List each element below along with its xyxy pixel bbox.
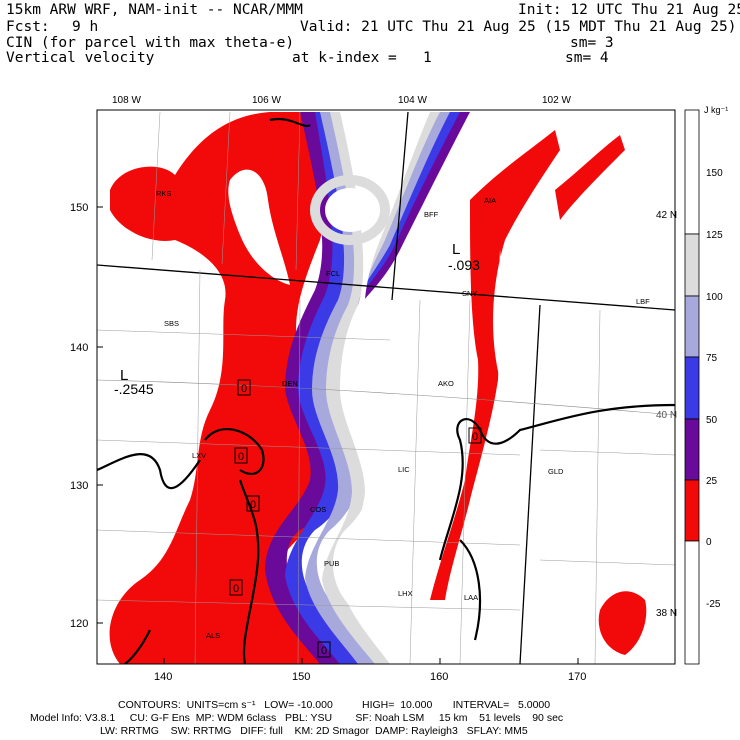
cin-white-blob — [325, 188, 375, 232]
low-value-east: -.093 — [448, 257, 480, 273]
zero-label-6: 0 — [241, 383, 247, 395]
model-title: 15km ARW WRF, NAM-init -- NCAR/MMM — [6, 2, 303, 18]
x-tick-150: 150 — [292, 671, 310, 683]
zero-contour-labels: 0 0 0 0 0 0 — [229, 379, 482, 658]
station-aia: AIA — [484, 196, 496, 205]
station-lhx: LHX — [398, 589, 413, 598]
cin-shading — [109, 112, 647, 664]
station-labels: RKS BFF AIA SNY LBF SBS AKO LXV LIC GLD … — [156, 189, 650, 640]
field-w-level: at k-index = 1 — [292, 50, 432, 66]
zero-label-2: 0 — [250, 499, 256, 511]
y-tick-150: 150 — [70, 202, 88, 214]
colorbar-label-25: 25 — [706, 476, 718, 487]
valid-time: Valid: 21 UTC Thu 21 Aug 25 (15 MDT Thu … — [300, 19, 737, 35]
zero-label-1: 0 — [238, 451, 244, 463]
colorbar-label-neg25: -25 — [706, 599, 721, 610]
zero-label-3: 0 — [233, 583, 239, 595]
colorbar-swatch-above-125 — [684, 109, 700, 235]
zero-label-5: 0 — [321, 645, 327, 657]
county-lines — [97, 111, 675, 664]
lat-label-40n: 40 N — [656, 410, 677, 421]
station-laa: LAA — [464, 593, 478, 602]
station-sny: SNY — [462, 289, 477, 298]
station-fcl: FCL — [326, 269, 340, 278]
forecast-hour: 9 h — [72, 19, 99, 35]
lon-label-106w: 106 W — [252, 95, 281, 106]
colorbar-units: J kg⁻¹ — [704, 105, 728, 115]
y-tick-120: 120 — [70, 618, 88, 630]
colorbar-label-0: 0 — [706, 537, 712, 548]
low-value-west: -.2545 — [114, 381, 154, 397]
field-cin-smoothing: sm= 3 — [570, 35, 614, 51]
station-sbs: SBS — [164, 319, 179, 328]
forecast-label: Fcst: — [6, 19, 50, 35]
cin-red-east — [430, 130, 560, 600]
footer-model-info: Model Info: V3.8.1 CU: G-F Ens MP: WDM 6… — [30, 712, 564, 724]
station-gld: GLD — [548, 467, 564, 476]
colorbar-labels: 150 125 100 75 50 25 0 -25 — [706, 168, 723, 610]
station-lic: LIC — [398, 465, 410, 474]
colorbar — [684, 109, 700, 665]
y-tick-140: 140 — [70, 342, 88, 354]
x-tick-170: 170 — [568, 671, 586, 683]
colorbar-label-50: 50 — [706, 415, 718, 426]
footer-model-info-2: LW: RRTMG SW: RRTMG DIFF: full KM: 2D Sm… — [100, 725, 528, 737]
colorbar-label-150: 150 — [706, 168, 723, 179]
y-tick-130: 130 — [70, 480, 88, 492]
lon-label-108w: 108 W — [112, 95, 141, 106]
x-tick-140: 140 — [154, 671, 172, 683]
station-lbf: LBF — [636, 297, 650, 306]
station-den: DEN — [282, 379, 298, 388]
field-w-smoothing: sm= 4 — [565, 50, 609, 66]
colorbar-swatch-50-75 — [684, 356, 700, 420]
station-pub: PUB — [324, 559, 339, 568]
station-bff: BFF — [424, 210, 439, 219]
low-symbol-east: L — [452, 241, 460, 258]
colorbar-label-125: 125 — [706, 230, 723, 241]
colorbar-label-100: 100 — [706, 292, 723, 303]
field-cin-title: CIN (for parcel with max theta-e) — [6, 35, 295, 51]
low-symbol-west: L — [120, 367, 128, 384]
lat-label-38n: 38 N — [656, 608, 677, 619]
cin-red-east-2 — [555, 135, 625, 220]
lon-label-102w: 102 W — [542, 95, 571, 106]
x-tick-160: 160 — [430, 671, 448, 683]
init-time: Init: 12 UTC Thu 21 Aug 25 — [518, 2, 740, 18]
station-cos: COS — [310, 505, 326, 514]
cin-red-south — [598, 591, 647, 655]
colorbar-label-75: 75 — [706, 353, 718, 364]
station-rks: RKS — [156, 189, 171, 198]
field-w-title: Vertical velocity — [6, 50, 155, 66]
lon-label-104w: 104 W — [398, 95, 427, 106]
zero-label-4: 0 — [472, 431, 478, 443]
colorbar-swatch-75-100 — [684, 295, 700, 358]
station-lxv: LXV — [192, 451, 206, 460]
footer-contours: CONTOURS: UNITS=cm s⁻¹ LOW= -10.000 HIGH… — [118, 699, 551, 711]
cin-white-core — [340, 112, 430, 664]
state-borders — [97, 111, 675, 664]
w-zero-contours — [97, 117, 675, 664]
cin-white-hole — [228, 169, 290, 285]
station-als: ALS — [206, 631, 220, 640]
colorbar-swatch-25-50 — [684, 418, 700, 481]
colorbar-swatch-below-0 — [684, 540, 700, 665]
lat-label-42n: 42 N — [656, 210, 677, 221]
colorbar-swatch-100-125 — [684, 233, 700, 297]
station-ako: AKO — [438, 379, 454, 388]
axis-ticks — [97, 206, 579, 664]
colorbar-swatch-0-25 — [684, 479, 700, 542]
